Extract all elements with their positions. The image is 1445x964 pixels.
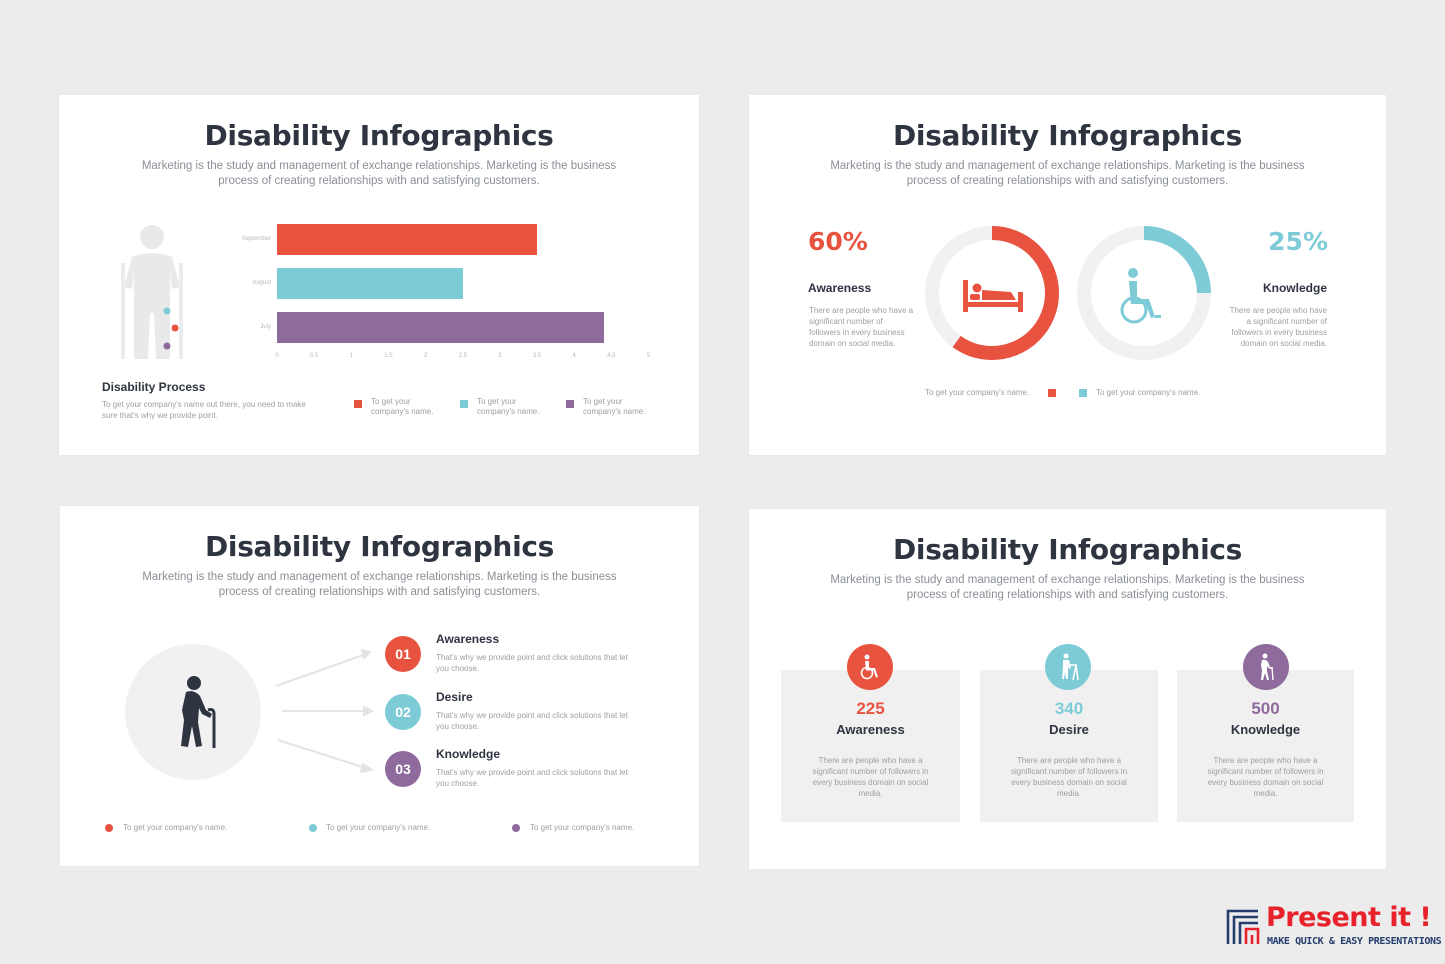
stat-text: There are people who have a significant … (812, 756, 929, 798)
x-tick-label: 0.5 (309, 353, 319, 359)
x-tick-label: 5 (646, 353, 651, 359)
awareness-percent: 60% (808, 227, 868, 256)
bar-august (277, 268, 463, 299)
slide-subtitle: Marketing is the study and management of… (830, 160, 1305, 187)
legend-swatch-red (1048, 389, 1056, 397)
stat-label: Awareness (836, 722, 905, 737)
slide-title: Disability Infographics (204, 530, 555, 563)
x-tick-label: 4 (572, 353, 576, 359)
bar-category-label: September (241, 236, 271, 242)
step-label: Knowledge (436, 747, 501, 761)
brand-name: Present it ! (1266, 902, 1432, 933)
legend-label: To get your company's name. (123, 823, 228, 832)
walker-icon-badge (1045, 644, 1091, 690)
step-badge-01: 01 (385, 636, 421, 672)
legend-label: To get your company's name. (530, 823, 635, 832)
legend-swatch-red (354, 400, 362, 408)
bar-category-label: July (260, 324, 271, 330)
brand-tagline: MAKE QUICK & EASY PRESENTATIONS (1267, 936, 1442, 947)
arrows (275, 648, 375, 774)
step-text: That's why we provide point and click so… (436, 768, 628, 788)
legend-label: To get your company's name. (477, 397, 540, 416)
knowledge-percent: 25% (1268, 227, 1328, 256)
x-tick-label: 1 (349, 353, 353, 359)
slide-stat-cards: Disability Infographics Marketing is the… (749, 509, 1386, 869)
bar-july (277, 312, 604, 343)
x-tick-label: 1.5 (384, 353, 393, 359)
legend-dot-red (105, 824, 113, 832)
donut-slice-60% (925, 226, 1059, 360)
stat-value: 340 (1054, 699, 1084, 718)
slide-subtitle: Marketing is the study and management of… (142, 571, 617, 598)
slide-title: Disability Infographics (892, 533, 1243, 566)
legend-label: To get your company's name. (925, 388, 1030, 397)
legend-label: To get your company's name. (1096, 388, 1201, 397)
bar-category-label: August (252, 280, 271, 286)
step-label: Desire (436, 690, 473, 704)
x-tick-label: 2 (423, 353, 428, 359)
legend-dot-teal (309, 824, 317, 832)
step-text: That's why we provide point and click so… (436, 711, 628, 731)
slide-steps: Disability Infographics Marketing is the… (60, 506, 699, 866)
brand-logo-icon (1226, 909, 1260, 944)
stat-card-awareness: 225 Awareness There are people who have … (781, 670, 960, 822)
knowledge-label: Knowledge (1262, 281, 1327, 295)
slide-subtitle: Marketing is the study and management of… (830, 574, 1305, 601)
step-label: Awareness (436, 632, 500, 646)
stat-label: Knowledge (1230, 722, 1301, 737)
slide-donut-charts: Disability Infographics Marketing is the… (749, 95, 1386, 455)
donut-charts (925, 226, 1211, 360)
slide-bar-chart: Disability Infographics Marketing is the… (59, 95, 699, 455)
knowledge-text: There are people who have a significant … (1229, 306, 1327, 348)
step-badge-03: 03 (385, 751, 421, 787)
slide-title: Disability Infographics (204, 119, 554, 152)
bar-chart: September August July 0 0.5 1 1.5 2 2.5 3 3.5 4 4.5 5 (59, 95, 699, 455)
wheelchair-icon (860, 654, 878, 680)
wheelchair-icon-badge (847, 644, 893, 690)
person-in-bed-icon (963, 280, 1023, 312)
legend-swatch-teal (1079, 389, 1087, 397)
x-tick-label: 0 (275, 353, 279, 359)
awareness-label: Awareness (808, 281, 872, 295)
slide-title: Disability Infographics (892, 119, 1243, 152)
stat-value: 225 (856, 699, 885, 718)
process-title: Disability Process (102, 380, 206, 394)
legend-label: To get your company's name. (326, 823, 431, 832)
process-text: To get your company's name out there, yo… (102, 400, 306, 420)
wheelchair-icon (1120, 268, 1161, 324)
x-tick-label: 3.5 (532, 353, 542, 359)
stat-card-desire: 340 Desire There are people who have a s… (980, 670, 1158, 822)
stat-card-knowledge: 500 Knowledge There are people who have … (1177, 670, 1354, 822)
slide-subtitle: Marketing is the study and management of… (141, 160, 617, 187)
elderly-with-cane-icon (1261, 653, 1274, 681)
legend-label: To get your company's name. (371, 397, 434, 416)
awareness-text: There are people who have a significant … (809, 306, 914, 348)
bar-september (277, 224, 538, 255)
elderly-with-cane-icon (181, 676, 216, 748)
stat-label: Desire (1049, 722, 1089, 737)
step-text: That's why we provide point and click so… (436, 653, 628, 673)
x-tick-label: 2.5 (458, 353, 467, 359)
person-on-crutches-icon (121, 225, 183, 359)
walker-icon (1062, 653, 1079, 681)
x-tick-label: 3 (498, 353, 502, 359)
stat-text: There are people who have a significant … (1207, 756, 1324, 798)
stat-text: There are people who have a significant … (1010, 756, 1128, 798)
legend-swatch-teal (460, 400, 468, 408)
legend-label: To get your company's name. (583, 397, 646, 416)
legend-swatch-purple (566, 400, 574, 408)
stat-value: 500 (1251, 699, 1280, 718)
elderly-icon-badge (1243, 644, 1289, 690)
donut-slice-25% (1077, 226, 1211, 360)
x-tick-label: 4.5 (607, 353, 616, 359)
step-badge-02: 02 (385, 694, 421, 730)
legend-dot-purple (512, 824, 520, 832)
